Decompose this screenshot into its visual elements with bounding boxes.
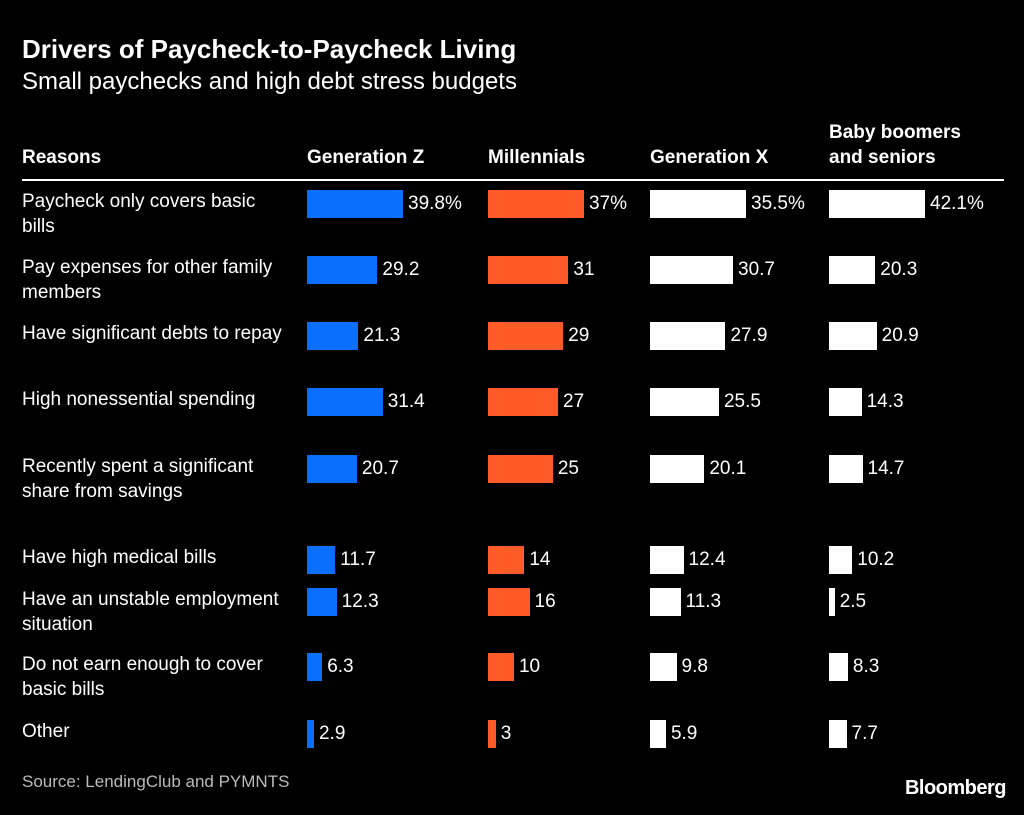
row-label: Have an unstable employment situation: [22, 589, 279, 635]
bar: [307, 546, 336, 574]
bar: [650, 546, 684, 574]
data-label: 31: [573, 259, 595, 280]
data-label: 6.3: [327, 656, 354, 677]
bloomberg-logo: Bloomberg: [904, 777, 1007, 799]
bar: [829, 190, 925, 218]
source-note: Source: LendingClub and PYMNTS: [22, 772, 290, 791]
data-label: 25: [557, 458, 579, 479]
data-label: 29.2: [382, 259, 420, 280]
bar: [488, 588, 530, 616]
bar: [488, 256, 569, 284]
data-label: 2.9: [318, 723, 346, 744]
header-generation-z: Generation Z: [307, 147, 425, 168]
bar: [829, 455, 863, 483]
row-label: Have high medical bills: [22, 547, 217, 568]
data-label: 11.7: [340, 549, 376, 570]
bar: [307, 455, 357, 483]
header-millennials: Millennials: [488, 147, 586, 168]
bar: [650, 653, 677, 681]
bar: [488, 322, 564, 350]
data-label: 14.7: [867, 458, 905, 479]
bar: [488, 653, 514, 681]
bar: [829, 653, 848, 681]
bar: [307, 322, 359, 350]
header-reasons: Reasons: [22, 147, 102, 168]
bar: [829, 256, 876, 284]
bar: [650, 455, 705, 483]
bar: [307, 653, 323, 681]
data-label: 21.3: [363, 325, 401, 346]
bar: [488, 388, 559, 416]
data-label: 27: [563, 391, 585, 412]
row-label: High nonessential spending: [22, 389, 256, 410]
data-label: 7.7: [851, 723, 878, 744]
bar: [829, 588, 835, 616]
header-divider: [22, 179, 1004, 181]
data-label: 29: [568, 325, 590, 346]
data-label: 9.8: [681, 656, 708, 677]
bar: [307, 388, 383, 416]
row-label: Have significant debts to repay: [22, 323, 282, 344]
data-label: 11.3: [685, 591, 722, 612]
bar: [829, 388, 862, 416]
bar: [488, 720, 496, 748]
header-generation-x: Generation X: [650, 147, 769, 168]
bar: [650, 720, 666, 748]
data-label: 14.3: [866, 391, 904, 412]
row-label: Paycheck only covers basic bills: [22, 191, 256, 237]
data-label: 31.4: [387, 391, 425, 412]
data-label: 12.4: [688, 549, 726, 570]
data-label: 20.1: [709, 458, 747, 479]
data-label: 37%: [589, 193, 628, 214]
data-label: 25.5: [723, 391, 761, 412]
bar: [488, 455, 553, 483]
bar: [307, 588, 337, 616]
row-label: Pay expenses for other family members: [22, 257, 273, 303]
data-label: 35.5%: [751, 193, 805, 214]
bar: [650, 388, 719, 416]
bar: [829, 546, 853, 574]
bar: [829, 720, 847, 748]
data-label: 30.7: [738, 259, 775, 280]
row-label: Other: [22, 721, 70, 742]
data-label: 8.3: [852, 656, 880, 677]
data-label: 2.5: [839, 591, 867, 612]
bar: [650, 256, 734, 284]
data-label: 42.1%: [930, 193, 984, 214]
bar: [307, 190, 403, 218]
bar: [650, 588, 681, 616]
bar: [488, 546, 525, 574]
data-label: 12.3: [341, 591, 379, 612]
data-label: 14: [529, 549, 551, 570]
chart-subtitle: Small paychecks and high debt stress bud…: [22, 68, 517, 95]
data-label: 3: [500, 723, 512, 744]
data-label: 39.8%: [408, 193, 462, 214]
row-label: Recently spent a significant share from …: [22, 456, 254, 502]
data-label: 20.7: [361, 458, 399, 479]
row-label: Do not earn enough to cover basic bills: [22, 654, 263, 700]
bar: [307, 256, 378, 284]
bar: [488, 190, 584, 218]
header-baby-boomers: Baby boomers and seniors: [829, 122, 961, 168]
bar: [650, 190, 746, 218]
bar: [829, 322, 877, 350]
bar: [307, 720, 314, 748]
data-label: 10.2: [857, 549, 895, 570]
bar: [650, 322, 726, 350]
data-label: 16: [534, 591, 556, 612]
chart-title: Drivers of Paycheck-to-Paycheck Living: [22, 34, 517, 64]
data-label: 5.9: [670, 723, 698, 744]
data-label: 20.3: [880, 259, 918, 280]
data-label: 20.9: [881, 325, 919, 346]
data-label: 10: [518, 656, 541, 677]
data-label: 27.9: [730, 325, 768, 346]
